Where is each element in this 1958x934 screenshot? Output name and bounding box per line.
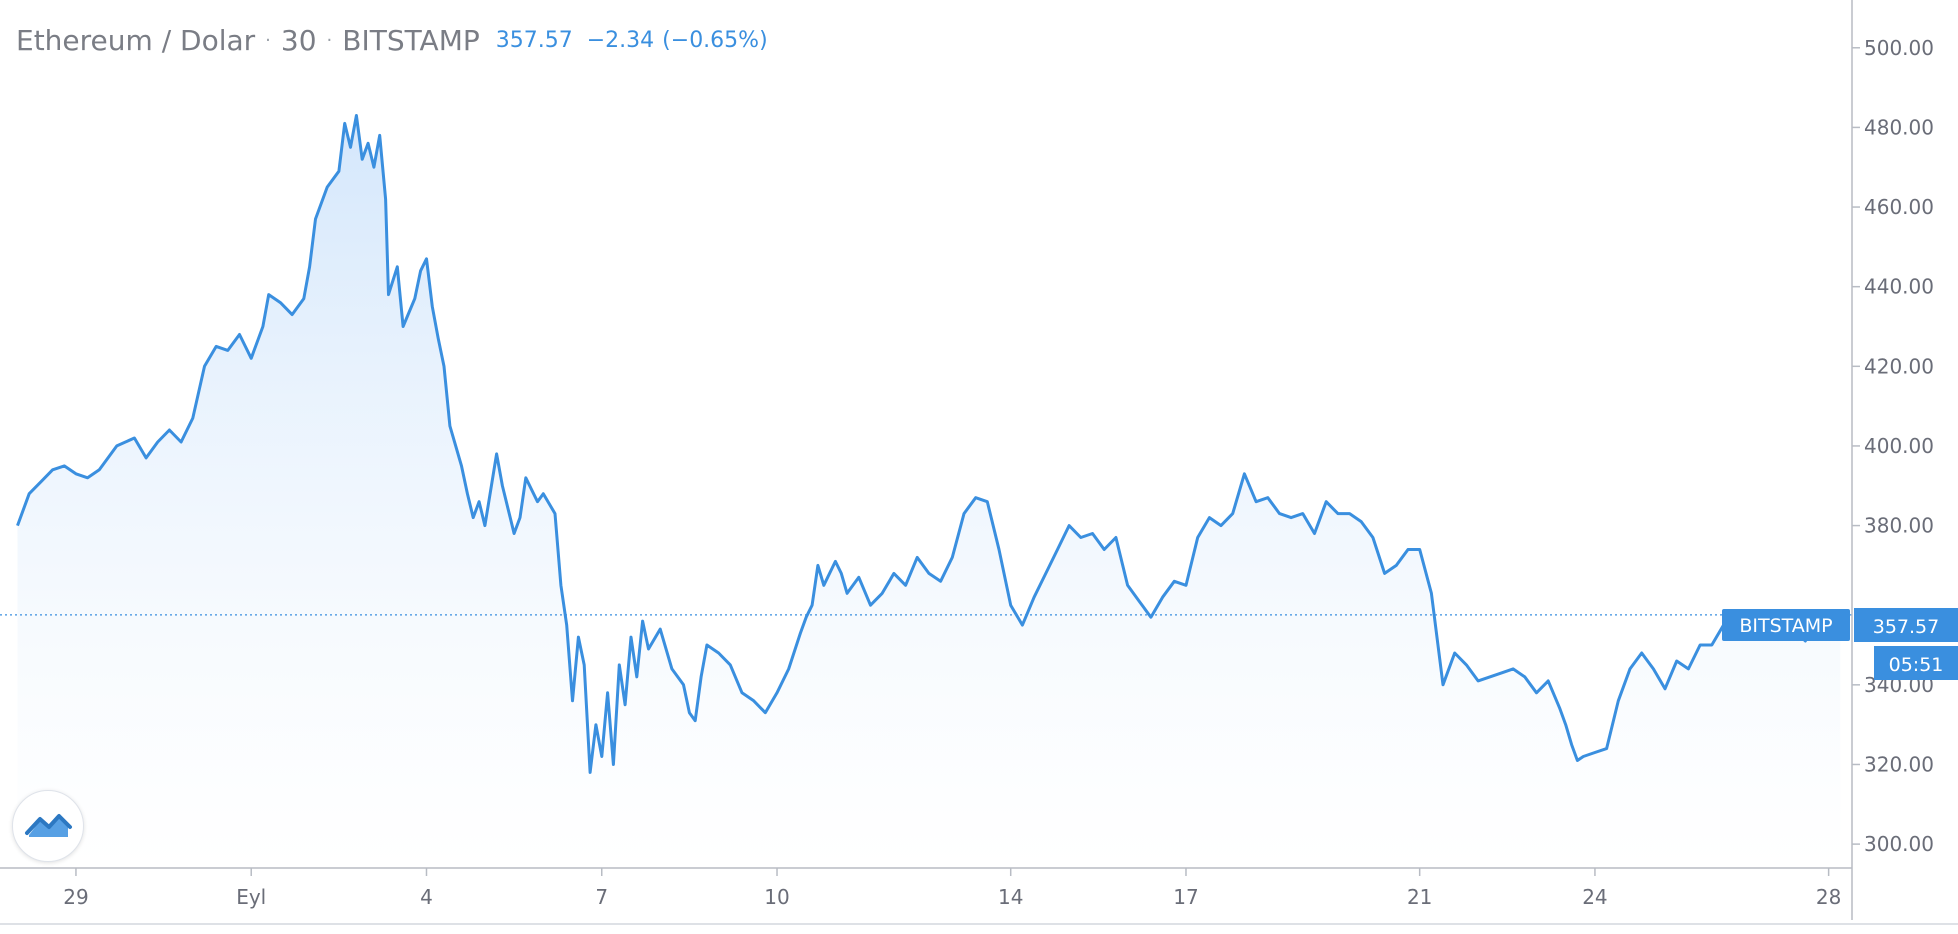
price-axis-label: 500.00 [1864, 36, 1934, 60]
time-axis[interactable]: 29 Eyl 4 7 10 14 17 21 24 28 [63, 868, 1841, 909]
exchange-label: BITSTAMP [342, 23, 480, 57]
tradingview-logo[interactable] [12, 790, 84, 862]
price-axis-label: 300.00 [1864, 832, 1934, 856]
exchange-price-tag: BITSTAMP [1722, 609, 1850, 641]
exchange-tag-background [1722, 609, 1850, 641]
tradingview-logo-icon [25, 814, 72, 837]
bar-countdown-value: 05:51 [1889, 654, 1944, 676]
price-line[interactable] [16, 114, 1841, 774]
price-area-fill [17, 115, 1841, 868]
legend-separator: · [265, 29, 271, 51]
price-axis-label: 460.00 [1864, 195, 1934, 219]
price-axis-label: 420.00 [1864, 354, 1934, 378]
time-axis-label: 4 [420, 885, 433, 909]
legend-change: −2.34 [586, 27, 655, 53]
time-axis-label: 28 [1816, 885, 1841, 909]
price-axis-label: 320.00 [1864, 752, 1934, 776]
interval-label[interactable]: 30 [280, 23, 317, 57]
last-price-label: 357.57 [1854, 608, 1958, 642]
price-axis[interactable]: 500.00 480.00 460.00 440.00 420.00 400.00 380.… [1852, 36, 1934, 856]
bar-countdown-background [1874, 646, 1958, 680]
time-axis-label: 21 [1407, 885, 1432, 909]
legend-change-percent: (−0.65%) [662, 27, 768, 53]
bar-countdown-label: 05:51 [1874, 646, 1958, 680]
last-price-label-background [1854, 608, 1958, 642]
time-axis-label: 24 [1582, 885, 1607, 909]
legend-price: 357.57 [495, 27, 573, 53]
time-axis-label: 17 [1173, 885, 1198, 909]
price-axis-label: 380.00 [1864, 514, 1934, 538]
exchange-tag-label: BITSTAMP [1739, 615, 1832, 637]
price-axis-label: 400.00 [1864, 434, 1934, 458]
time-axis-label: 14 [998, 885, 1023, 909]
time-axis-label: Eyl [236, 885, 266, 909]
price-axis-label: 440.00 [1864, 275, 1934, 299]
last-price-value: 357.57 [1873, 616, 1939, 638]
symbol-legend[interactable]: Ethereum / Dolar · 30 · BITSTAMP 357.57 … [16, 20, 768, 60]
time-axis-label: 29 [63, 885, 88, 909]
price-axis-label: 480.00 [1864, 115, 1934, 139]
legend-separator: · [326, 29, 333, 51]
symbol-name[interactable]: Ethereum / Dolar [16, 23, 256, 57]
time-axis-label: 10 [764, 885, 789, 909]
time-axis-label: 7 [595, 885, 608, 909]
